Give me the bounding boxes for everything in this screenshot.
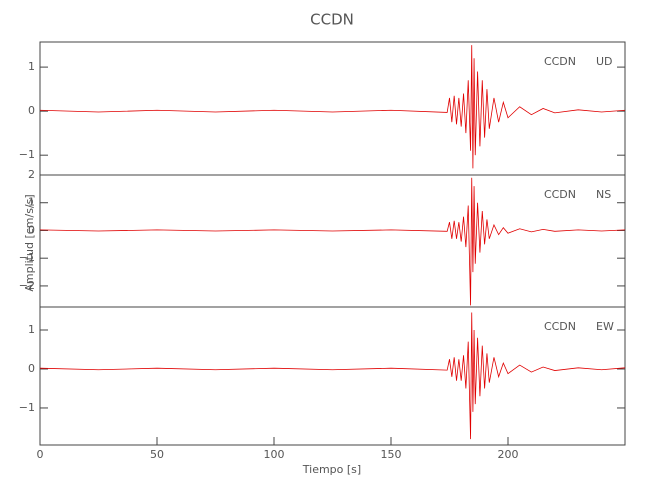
x-tick-label: 0 xyxy=(37,448,44,461)
panel-frame xyxy=(39,306,626,446)
trace xyxy=(39,45,626,169)
y-tick-label: 0 xyxy=(28,104,35,117)
x-tick-label: 150 xyxy=(381,448,402,461)
x-axis-label: Tiempo [s] xyxy=(302,463,361,476)
y-tick-label: 1 xyxy=(28,60,35,73)
y-tick-label: 1 xyxy=(28,323,35,336)
component-label: UD xyxy=(596,55,613,68)
panel-frame xyxy=(39,174,626,308)
x-tick-label: 200 xyxy=(498,448,519,461)
y-tick-label: 0 xyxy=(28,362,35,375)
y-tick-label: 1 xyxy=(28,196,35,209)
x-tick-label: 50 xyxy=(150,448,164,461)
y-axis-label: Amplitud [cm/s/s] xyxy=(23,194,36,291)
chart-title: CCDN xyxy=(310,11,354,29)
station-label: CCDN xyxy=(544,188,576,201)
y-tick-label: −1 xyxy=(19,401,35,414)
y-tick-label: −1 xyxy=(19,251,35,264)
x-tick-label: 100 xyxy=(264,448,285,461)
y-tick-label: 0 xyxy=(28,223,35,236)
station-label: CCDN xyxy=(544,55,576,68)
trace xyxy=(39,312,626,440)
y-tick-label: −1 xyxy=(19,148,35,161)
y-tick-label: −2 xyxy=(19,279,35,292)
y-tick-label: 2 xyxy=(28,168,35,181)
station-label: CCDN xyxy=(544,320,576,333)
panel-frame xyxy=(39,41,626,176)
component-label: EW xyxy=(596,320,614,333)
trace xyxy=(39,177,626,306)
component-label: NS xyxy=(596,188,611,201)
